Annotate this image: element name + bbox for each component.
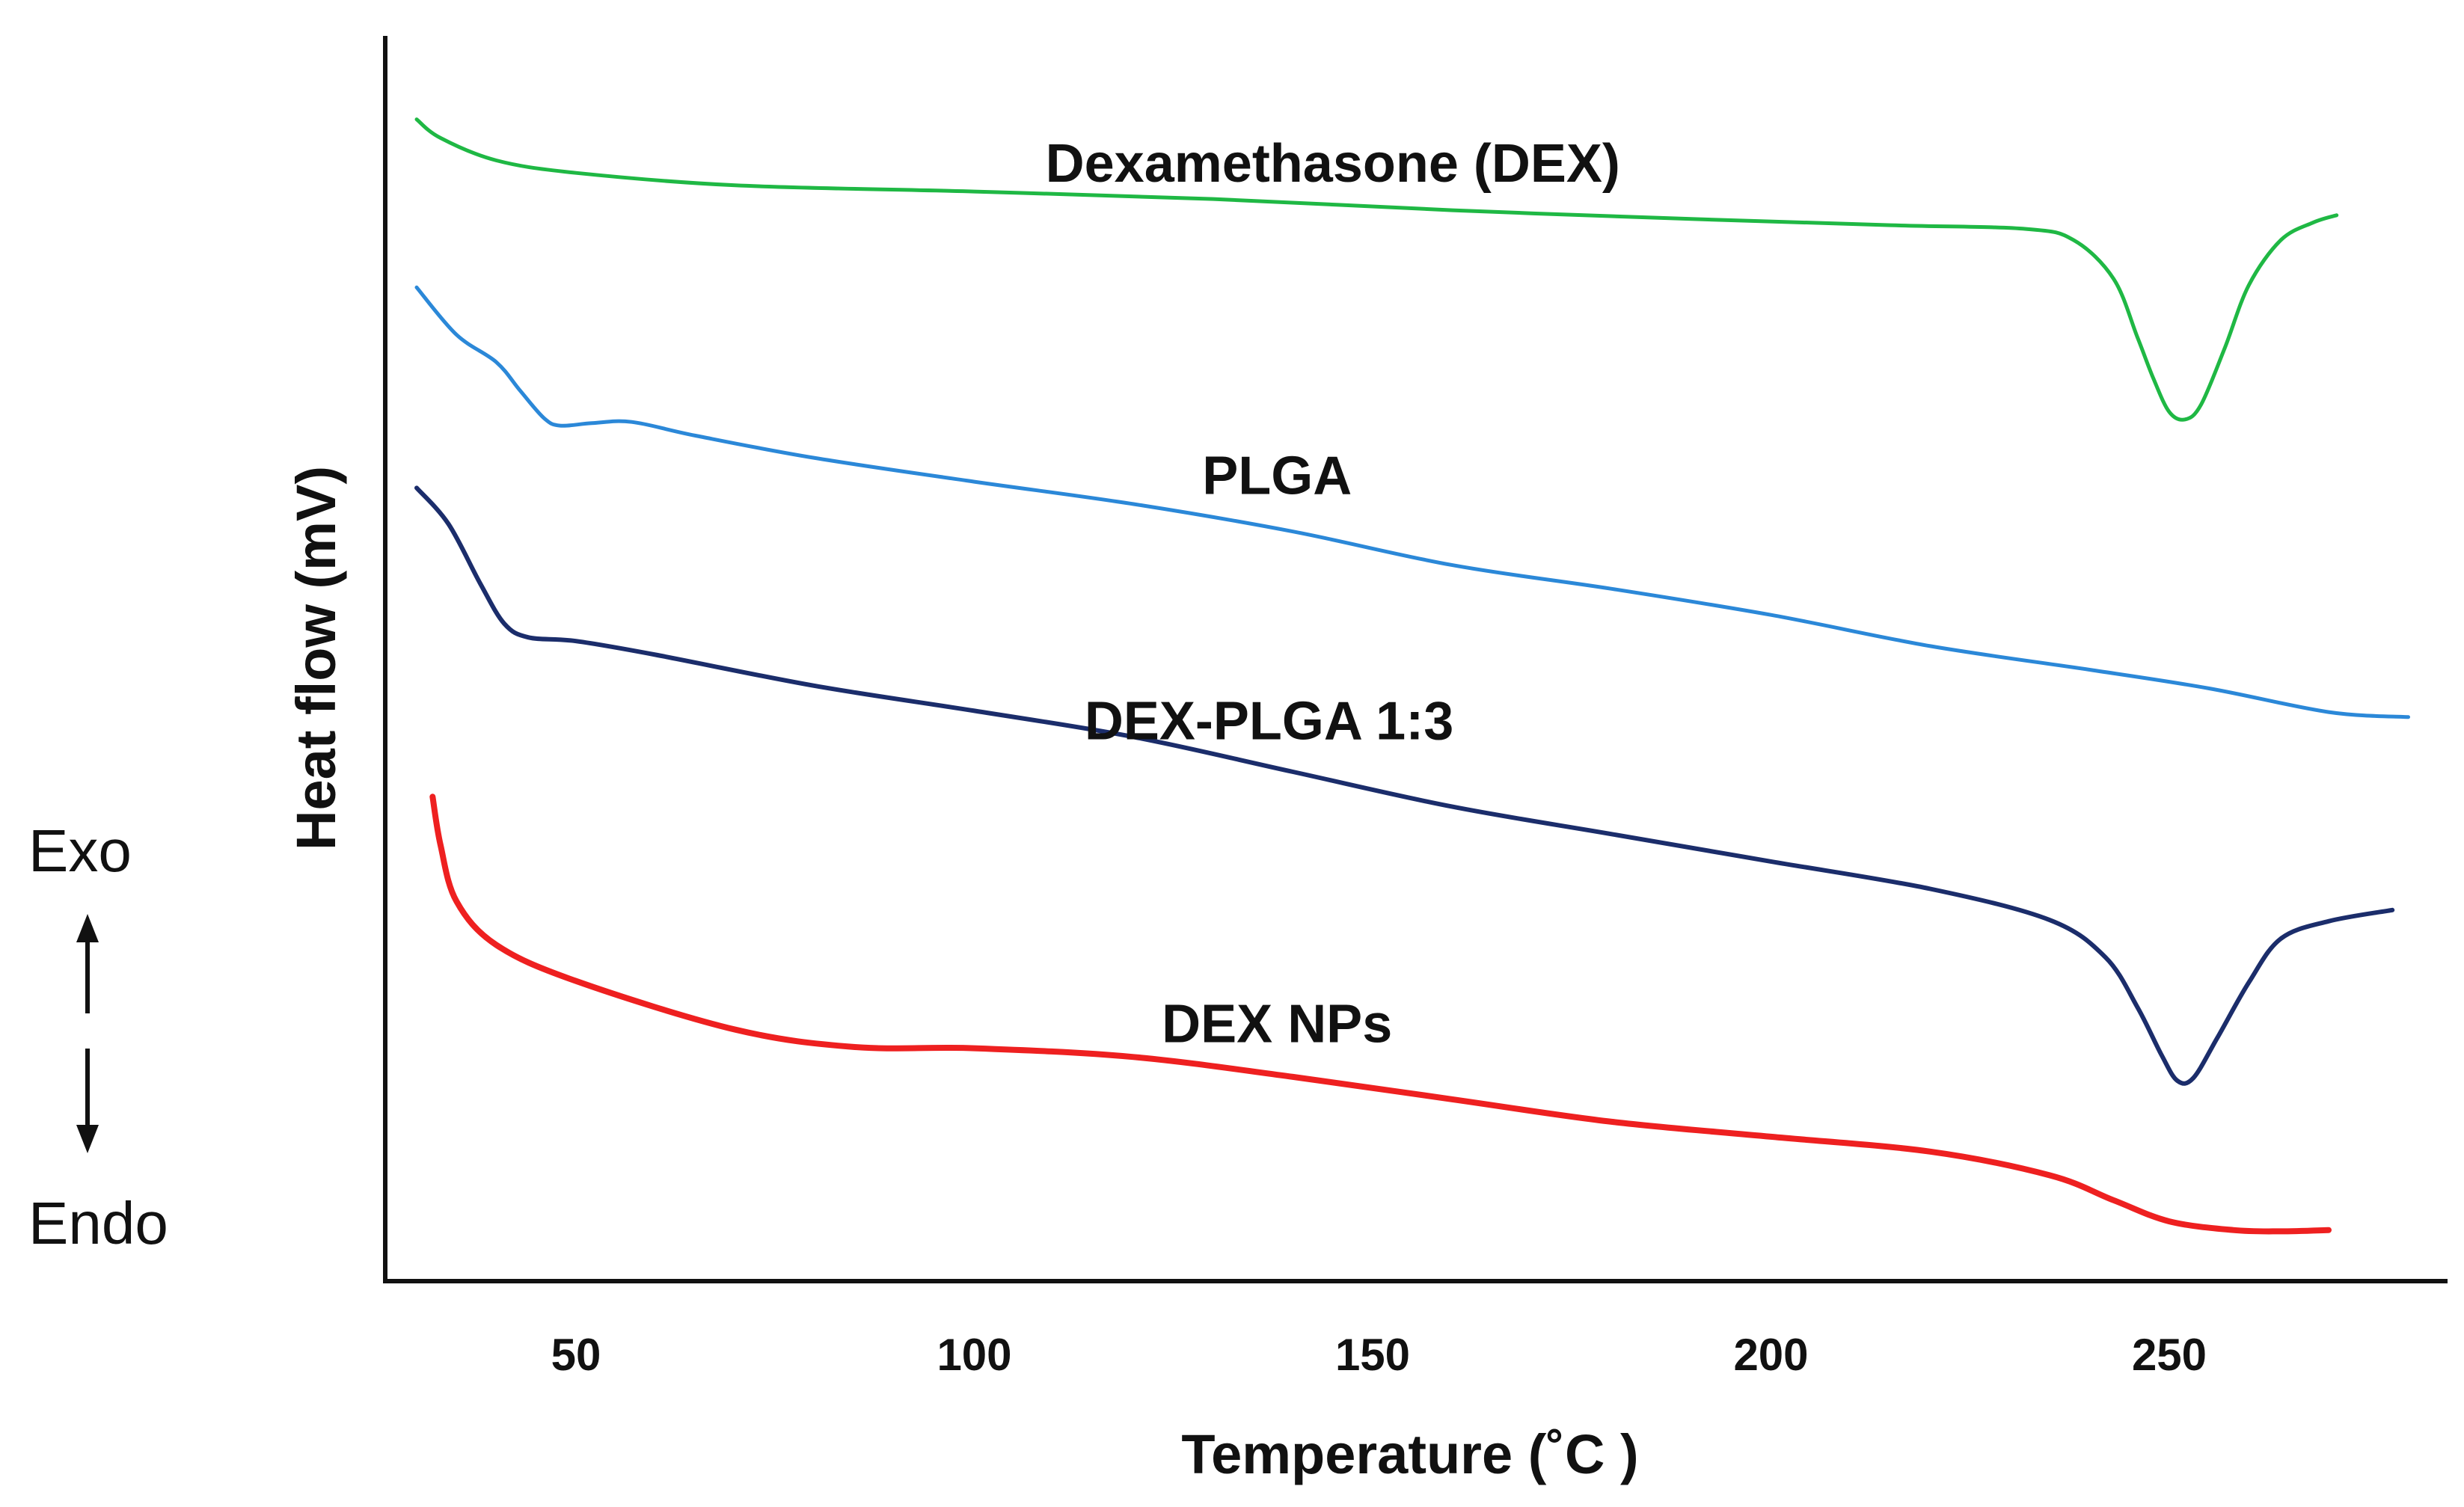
endo-arrow-icon: [76, 1049, 99, 1153]
series-line-dex-plga-1-3: [414, 485, 2395, 1086]
y-axis-title: Heat flow (mV): [285, 466, 347, 850]
series-label-dexamethasone-dex: Dexamethasone (DEX): [1046, 134, 1620, 194]
exo-label: Exo: [28, 817, 132, 884]
series-line-plga: [414, 285, 2410, 719]
x-tick-labels: 50 100 150 200 250: [551, 1330, 2207, 1380]
x-tick-label-50: 50: [551, 1330, 601, 1380]
x-tick-label-200: 200: [1733, 1330, 1808, 1380]
series-label-dex-plga-1-3: DEX-PLGA 1:3: [1085, 692, 1453, 752]
exo-arrow-icon: [76, 914, 99, 1013]
x-tick-label-150: 150: [1335, 1330, 1410, 1380]
x-tick-label-100: 100: [937, 1330, 1011, 1380]
series-label-dex-nps: DEX NPs: [1162, 994, 1392, 1054]
series-line-dexamethasone-dex: [414, 117, 2339, 422]
x-axis-title: Temperature (˚C ): [1181, 1423, 1638, 1485]
x-tick-label-250: 250: [2132, 1330, 2207, 1380]
series-labels: Dexamethasone (DEX) PLGA DEX-PLGA 1:3 DEX N…: [1046, 134, 1620, 1055]
series-layer: [414, 117, 2410, 1235]
endo-label: Endo: [28, 1190, 168, 1256]
series-line-dex-nps: [429, 794, 2332, 1235]
series-label-plga: PLGA: [1202, 446, 1352, 506]
